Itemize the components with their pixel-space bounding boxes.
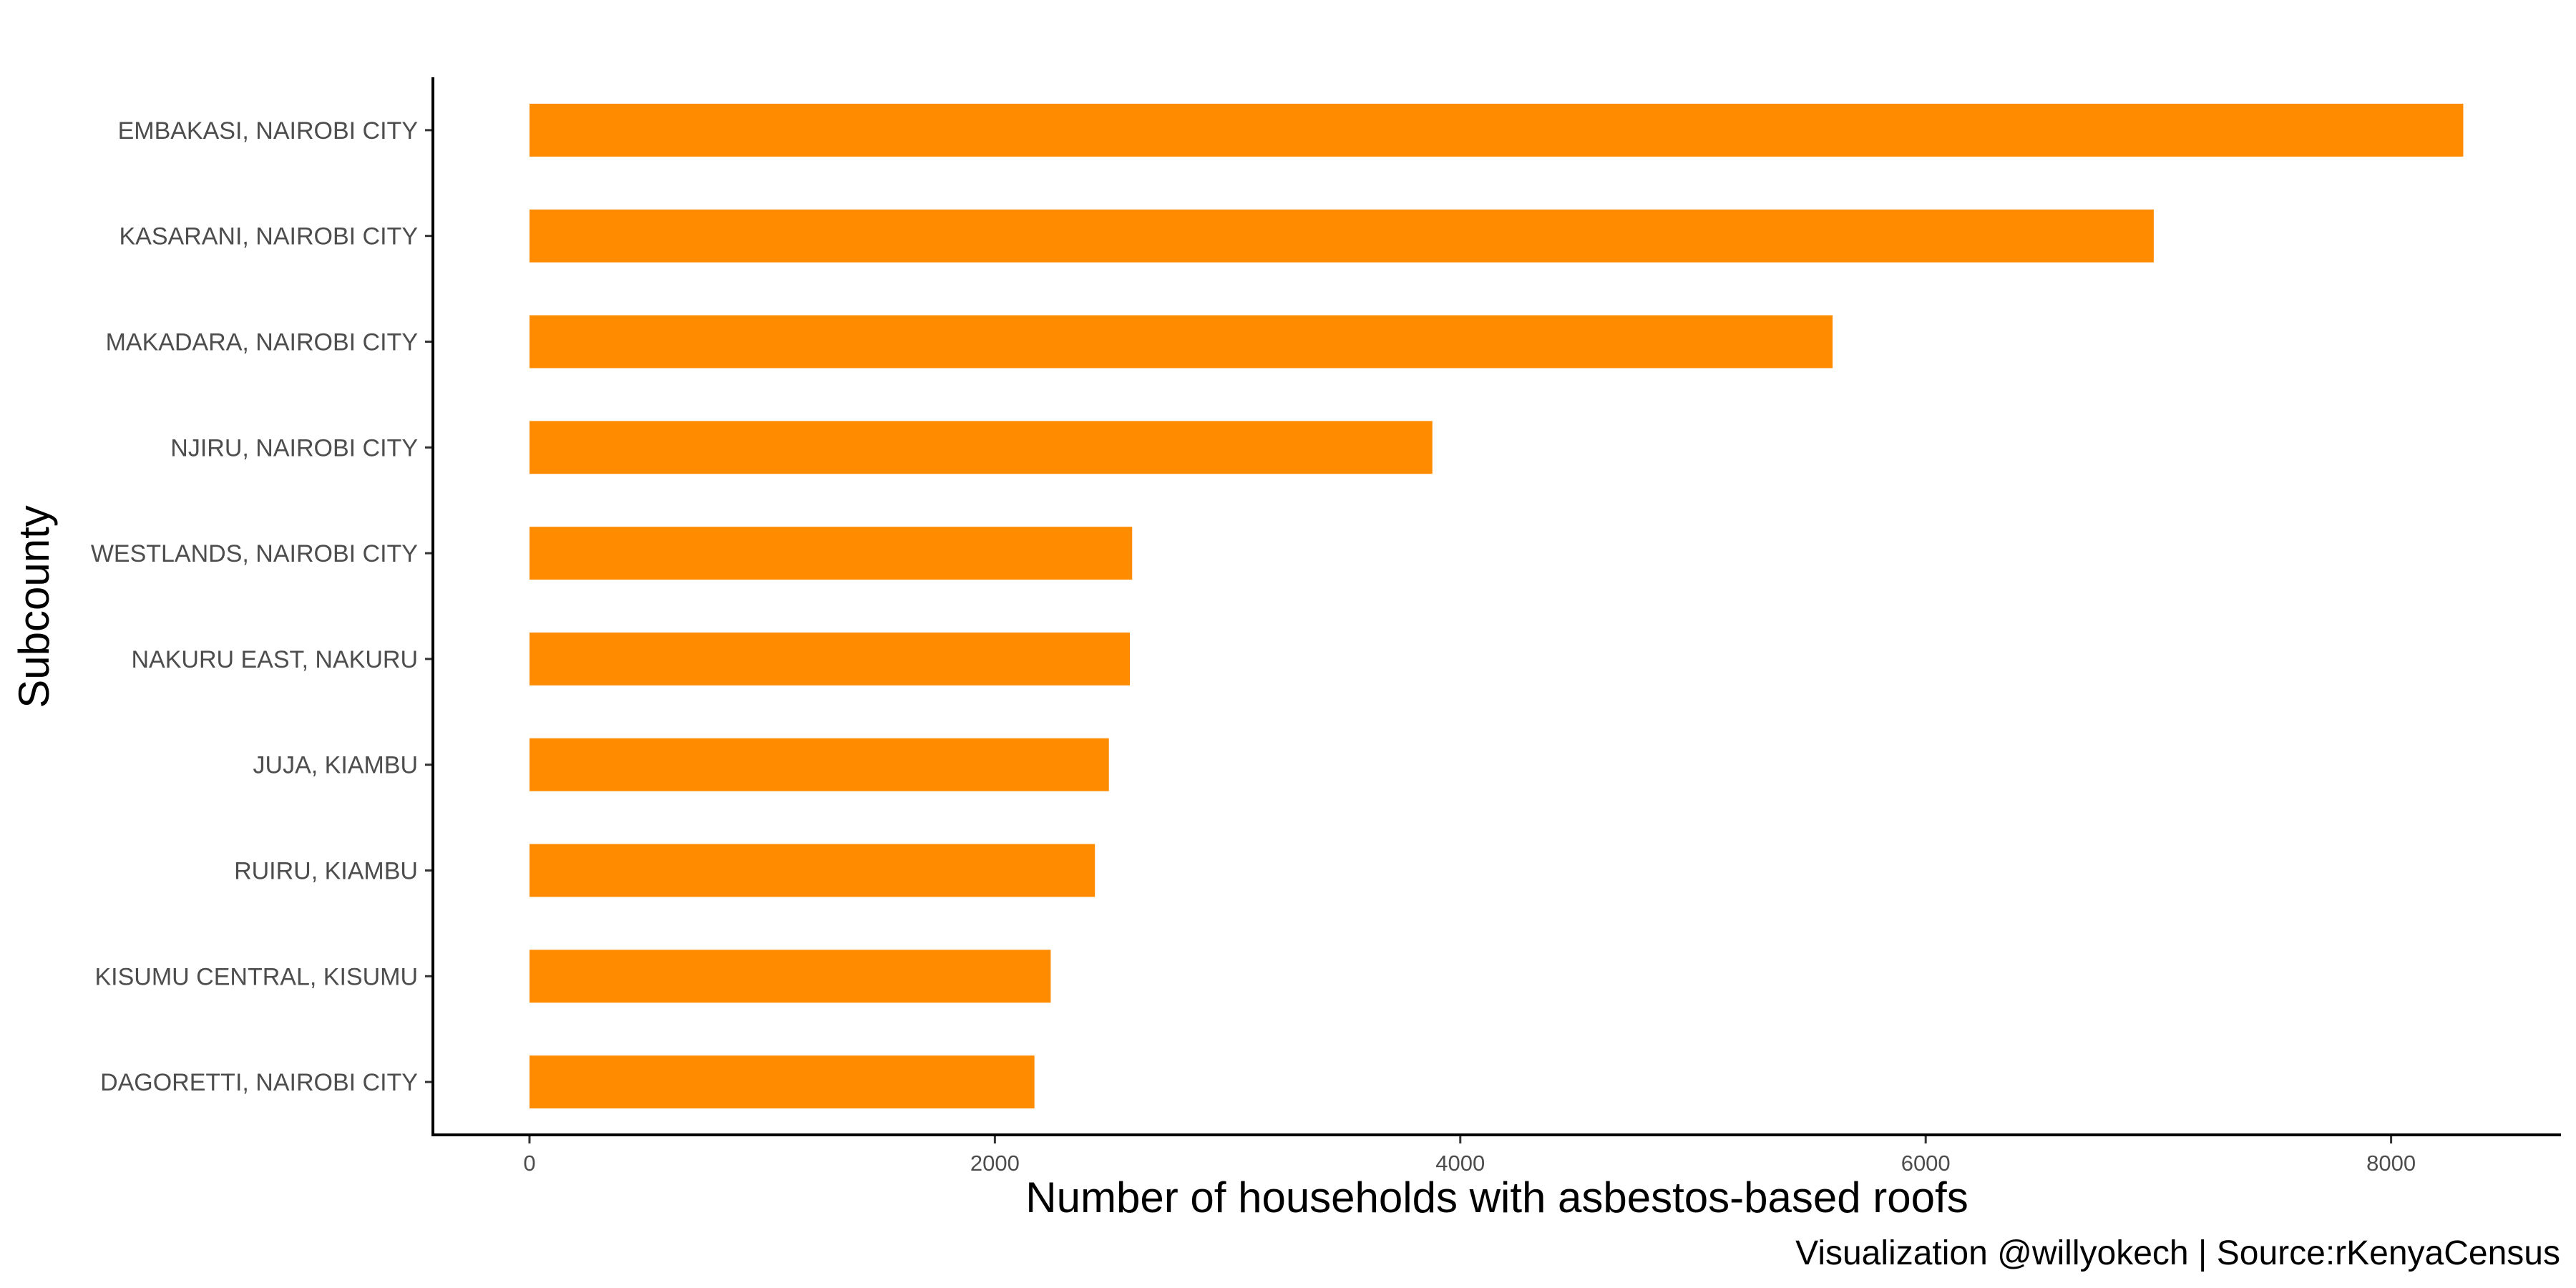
category-label-5: NAKURU EAST, NAKURU (131, 646, 418, 673)
y-axis-title: Subcounty (10, 505, 58, 708)
bar-3 (529, 421, 1433, 474)
category-label-0: EMBAKASI, NAIROBI CITY (118, 117, 418, 145)
bar-4 (529, 527, 1133, 580)
bar-2 (529, 315, 1833, 369)
category-labels: EMBAKASI, NAIROBI CITY KASARANI, NAIROBI … (91, 117, 418, 1096)
category-label-4: WESTLANDS, NAIROBI CITY (91, 540, 418, 567)
bar-0 (529, 103, 2464, 157)
category-label-3: NJIRU, NAIROBI CITY (170, 434, 418, 462)
x-tick-label-1: 2000 (970, 1151, 1020, 1176)
bar-8 (529, 950, 1051, 1003)
x-axis-title: Number of households with asbestos-based… (1025, 1174, 1968, 1221)
x-tick-label-0: 0 (523, 1151, 535, 1176)
category-label-8: KISUMU CENTRAL, KISUMU (95, 963, 419, 990)
x-tick-label-3: 6000 (1901, 1151, 1951, 1176)
bar-9 (529, 1055, 1035, 1109)
bar-1 (529, 209, 2154, 263)
x-axis-ticks: 0 2000 4000 6000 8000 (523, 1135, 2416, 1176)
bar-5 (529, 632, 1130, 686)
bar-7 (529, 844, 1096, 897)
x-tick-label-4: 8000 (2366, 1151, 2416, 1176)
bars-group (529, 103, 2464, 1109)
x-tick-label-2: 4000 (1435, 1151, 1485, 1176)
bar-6 (529, 738, 1109, 791)
category-label-6: JUJA, KIAMBU (253, 752, 418, 779)
category-label-2: MAKADARA, NAIROBI CITY (106, 329, 418, 356)
category-label-7: RUIRU, KIAMBU (234, 858, 418, 885)
category-label-1: KASARANI, NAIROBI CITY (119, 223, 418, 250)
category-label-9: DAGORETTI, NAIROBI CITY (100, 1069, 418, 1096)
caption: Visualization @willyokech | Source:rKeny… (1795, 1234, 2560, 1272)
